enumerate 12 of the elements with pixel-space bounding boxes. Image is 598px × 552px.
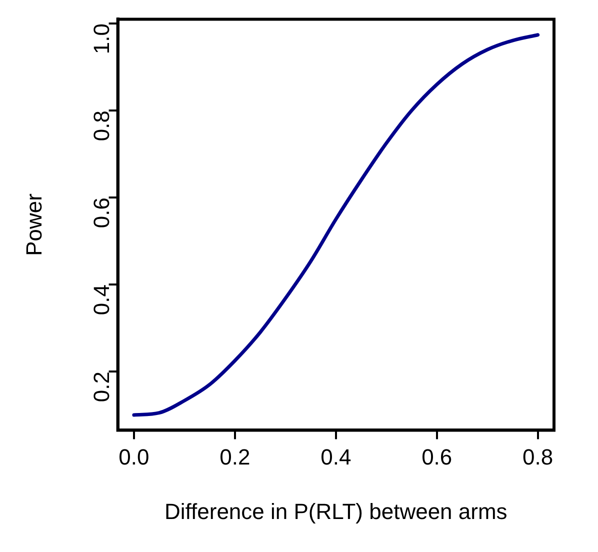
y-tick-label: 0.6 xyxy=(88,198,114,228)
y-tick-label: 0.4 xyxy=(88,284,114,316)
x-tick-label: 0.8 xyxy=(522,444,554,470)
y-tick-label: 0.2 xyxy=(88,371,114,402)
y-tick-label: 1.0 xyxy=(88,24,114,54)
x-tick-label: 0.6 xyxy=(422,444,452,470)
x-tick-label: 0.4 xyxy=(320,444,352,470)
x-tick-label: 0.2 xyxy=(220,444,250,470)
y-tick-label: 0.8 xyxy=(88,110,114,142)
x-tick-label: 0.0 xyxy=(118,444,150,470)
y-axis-title: Power xyxy=(21,194,46,256)
x-axis-title: Difference in P(RLT) between arms xyxy=(164,498,508,524)
